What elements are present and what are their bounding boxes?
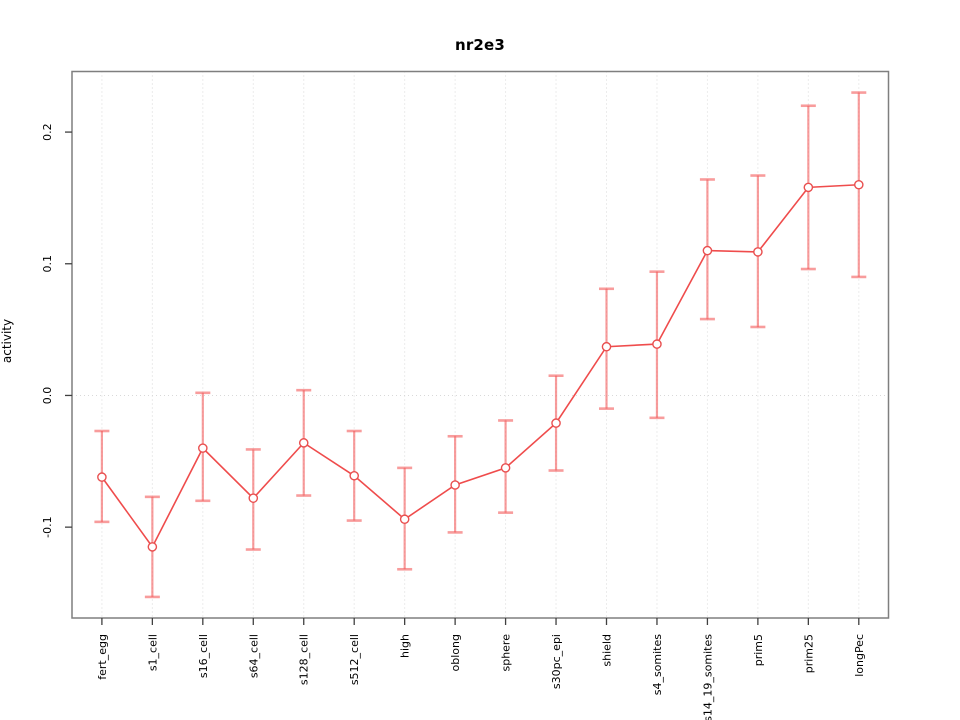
x-tick-label: s14_19_somites [701, 634, 714, 720]
y-tick-label: 0.1 [41, 255, 54, 273]
x-tick-label: s512_cell [348, 634, 361, 685]
y-tick-label: 0.0 [41, 387, 54, 405]
x-tick-label: prim5 [752, 634, 765, 666]
x-tick-label: prim25 [802, 634, 815, 673]
plot-box [71, 70, 890, 619]
x-tick-label: high [399, 634, 412, 658]
x-tick-label: s1_cell [146, 634, 159, 671]
y-tick-label: 0.2 [41, 123, 54, 141]
data-point [652, 339, 662, 349]
data-point [500, 463, 511, 473]
data-point [803, 182, 814, 193]
data-point [601, 341, 612, 352]
data-point [450, 480, 460, 490]
x-tick-label: oblong [449, 634, 462, 671]
data-point [349, 470, 360, 481]
x-tick-label: shield [601, 634, 614, 667]
data-point [97, 472, 107, 482]
data-point [702, 245, 713, 256]
x-tick-label: s4_somites [651, 634, 664, 696]
y-tick-label: -0.1 [41, 516, 54, 537]
data-point [248, 493, 259, 503]
data-point [399, 514, 410, 525]
x-tick-label: fert_egg [96, 634, 109, 680]
x-tick-label: s128_cell [298, 634, 311, 685]
data-point [298, 438, 309, 448]
x-tick-label: s30pc_epi [550, 634, 563, 689]
data-point [854, 179, 864, 190]
x-tick-label: sphere [500, 634, 513, 672]
data-point [753, 247, 763, 257]
x-tick-label: s16_cell [197, 634, 210, 678]
data-point [198, 443, 208, 453]
data-point [147, 542, 158, 552]
series-line [101, 183, 859, 549]
x-tick-label: longPec [853, 634, 866, 677]
x-tick-label: s64_cell [247, 634, 260, 678]
data-point [551, 418, 561, 428]
chart-title: nr2e3 [454, 36, 506, 54]
